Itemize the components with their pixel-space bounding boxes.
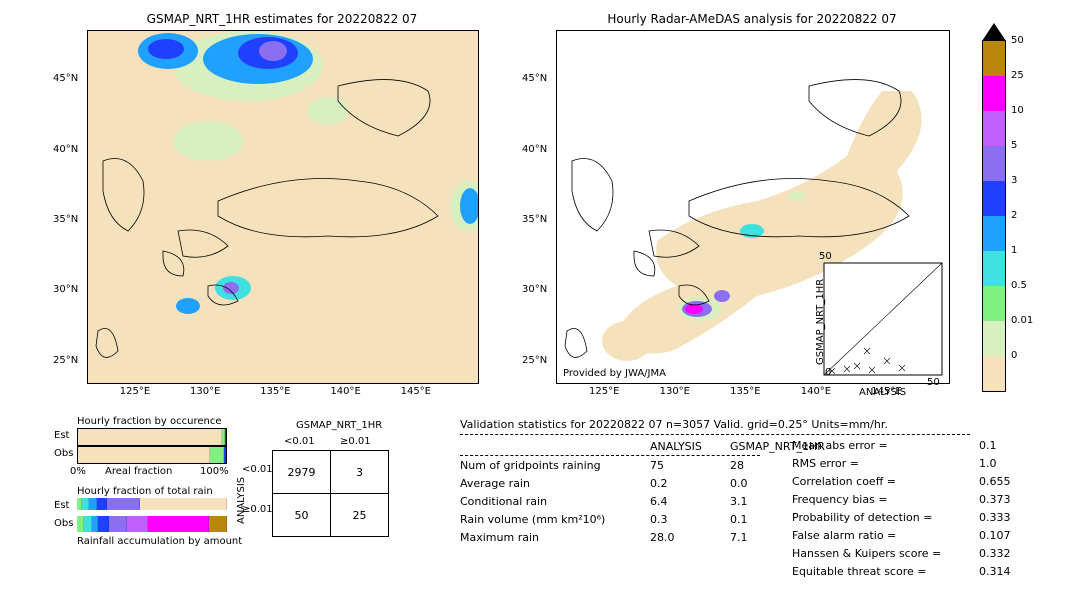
lon-tick: 145°E (401, 386, 431, 397)
lon-tick: 125°E (589, 386, 619, 397)
metric-row: Equitable threat score = 0.314 (792, 562, 1010, 580)
lat-tick: 35°N (53, 214, 78, 225)
occurrence-est-label: Est (54, 430, 69, 441)
inset-ytick-0: 0 (825, 367, 831, 378)
left-map (87, 30, 479, 384)
occurrence-xlabel: Areal fraction (105, 466, 172, 477)
right-map-svg (557, 31, 949, 383)
metrics-block: Mean abs error = 0.1RMS error = 1.0Corre… (792, 436, 1010, 580)
lon-tick: 140°E (330, 386, 360, 397)
inset-ytick-50: 50 (819, 251, 832, 262)
inset-ylabel: GSMAP_NRT_1HR (815, 279, 826, 365)
rain-bar-obs (77, 516, 227, 532)
colorbar-tick: 2 (1011, 210, 1017, 221)
lon-tick: 125°E (120, 386, 150, 397)
colorbar-tick: 25 (1011, 70, 1024, 81)
lat-tick: 30°N (522, 284, 547, 295)
contingency-row0: <0.01 (242, 464, 273, 475)
contingency-col1: ≥0.01 (340, 436, 371, 447)
occurrence-100pct: 100% (200, 466, 229, 477)
colorbar: 50251053210.50.010 (982, 40, 1006, 392)
contingency-col0: <0.01 (284, 436, 315, 447)
occurrence-obs-label: Obs (54, 448, 73, 459)
lat-tick: 45°N (522, 73, 547, 84)
inset-xtick-50: 50 (927, 377, 940, 388)
contingency-ylabel: ANALYSIS (236, 477, 247, 524)
metric-row: Mean abs error = 0.1 (792, 436, 1010, 454)
rain-obs-label: Obs (54, 518, 73, 529)
colorbar-tick: 50 (1011, 35, 1024, 46)
metric-row: Frequency bias = 0.373 (792, 490, 1010, 508)
lon-tick: 130°E (190, 386, 220, 397)
metric-row: Correlation coeff = 0.655 (792, 472, 1010, 490)
occurrence-bar-est (77, 428, 227, 446)
lon-tick: 140°E (801, 386, 831, 397)
lon-tick: 135°E (730, 386, 760, 397)
colorbar-tick: 0 (1011, 350, 1017, 361)
contingency-cell-10: 50 (273, 494, 331, 537)
colorbar-tick: 10 (1011, 105, 1024, 116)
metric-row: Hanssen & Kuipers score = 0.332 (792, 544, 1010, 562)
rain-est-label: Est (54, 500, 69, 511)
occurrence-bar-obs (77, 446, 227, 464)
contingency-cell-11: 25 (331, 494, 389, 537)
lon-tick: 130°E (660, 386, 690, 397)
colorbar-tick: 0.5 (1011, 280, 1027, 291)
contingency-cell-00: 2979 (273, 451, 331, 494)
rain-bars-footer: Rainfall accumulation by amount (77, 536, 242, 547)
lat-tick: 25°N (522, 355, 547, 366)
metric-row: RMS error = 1.0 (792, 454, 1010, 472)
left-map-title: GSMAP_NRT_1HR estimates for 20220822 07 (87, 12, 477, 26)
contingency-cell-01: 3 (331, 451, 389, 494)
contingency-table: 2979 3 50 25 (272, 450, 389, 537)
validation-colhdr-a: ANALYSIS (650, 440, 730, 453)
occurrence-title: Hourly fraction by occurence (77, 416, 221, 427)
lon-tick: 145°E (871, 386, 901, 397)
colorbar-tick: 1 (1011, 245, 1017, 256)
colorbar-tick: 0.01 (1011, 315, 1033, 326)
lat-tick: 40°N (522, 144, 547, 155)
right-map-title: Hourly Radar-AMeDAS analysis for 2022082… (556, 12, 948, 26)
occurrence-0pct: 0% (70, 466, 86, 477)
lat-tick: 30°N (53, 284, 78, 295)
right-map: Provided by JWA/JMA 50 0 50 ANALYSIS GSM… (556, 30, 950, 384)
rain-bars-title: Hourly fraction of total rain (77, 486, 213, 497)
validation-header: Validation statistics for 20220822 07 n=… (460, 418, 1040, 431)
metric-row: False alarm ratio = 0.107 (792, 526, 1010, 544)
lat-tick: 35°N (522, 214, 547, 225)
lat-tick: 45°N (53, 73, 78, 84)
lon-tick: 135°E (260, 386, 290, 397)
metric-row: Probability of detection = 0.333 (792, 508, 1010, 526)
colorbar-tick: 3 (1011, 175, 1017, 186)
lat-tick: 40°N (53, 144, 78, 155)
contingency-title: GSMAP_NRT_1HR (296, 420, 382, 431)
provided-by-label: Provided by JWA/JMA (563, 368, 666, 379)
colorbar-tick: 5 (1011, 140, 1017, 151)
lat-tick: 25°N (53, 355, 78, 366)
left-map-svg (88, 31, 478, 383)
rain-bar-est (77, 498, 227, 510)
